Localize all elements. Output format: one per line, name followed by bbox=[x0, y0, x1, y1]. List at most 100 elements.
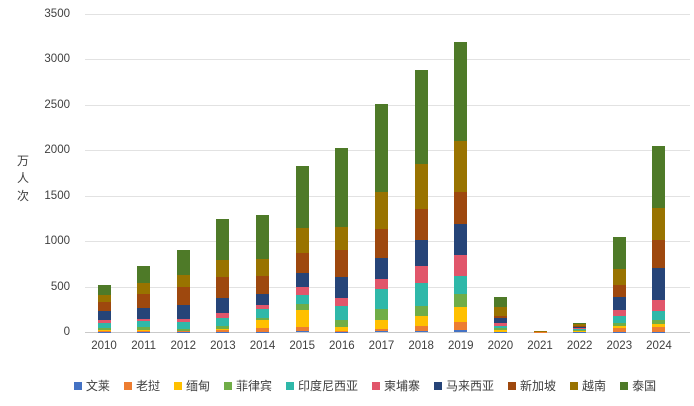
legend-label: 老挝 bbox=[135, 379, 160, 393]
bar-segment bbox=[573, 328, 587, 330]
bar-segment bbox=[295, 273, 309, 287]
bar-segment bbox=[612, 237, 626, 269]
bar-segment bbox=[256, 276, 270, 294]
legend-swatch-icon bbox=[570, 381, 579, 390]
bar-segment bbox=[176, 328, 190, 331]
bar-2011 bbox=[137, 266, 151, 332]
x-tick-label: 2019 bbox=[447, 340, 474, 352]
legend-swatch-icon bbox=[434, 381, 443, 390]
bar-segment bbox=[97, 294, 111, 303]
bar-segment bbox=[573, 330, 587, 332]
bar-segment bbox=[374, 279, 388, 290]
bar-segment bbox=[176, 322, 190, 329]
bar-segment bbox=[97, 330, 111, 332]
bar-segment bbox=[454, 329, 468, 332]
bar-segment bbox=[295, 165, 309, 229]
y-tick-label: 0 bbox=[63, 326, 70, 338]
bar-segment bbox=[454, 321, 468, 330]
x-tick-label: 2017 bbox=[368, 340, 395, 352]
bar-segment bbox=[295, 294, 309, 305]
bar-segment bbox=[97, 330, 111, 331]
legend-item: 缅甸 bbox=[173, 377, 210, 394]
bar-segment bbox=[414, 208, 428, 240]
bar-segment bbox=[612, 323, 626, 326]
bar-2015 bbox=[295, 165, 309, 332]
bar-segment bbox=[573, 329, 587, 331]
gridline bbox=[85, 59, 690, 61]
bar-segment bbox=[573, 322, 587, 325]
bar-segment bbox=[374, 191, 388, 230]
bar-segment bbox=[176, 330, 190, 332]
bar-segment bbox=[256, 308, 270, 318]
x-tick-label: 2011 bbox=[131, 340, 156, 352]
bar-segment bbox=[176, 275, 190, 287]
bar-segment bbox=[97, 285, 111, 295]
bar-segment bbox=[216, 219, 230, 260]
legend-item: 马来西亚 bbox=[434, 377, 494, 394]
legend-label: 文莱 bbox=[85, 379, 110, 393]
bar-segment bbox=[652, 324, 666, 327]
bar-segment bbox=[256, 327, 270, 332]
bar-segment bbox=[335, 330, 349, 332]
bar-segment bbox=[295, 253, 309, 273]
bar-2012 bbox=[176, 249, 190, 332]
y-axis-title: 万人次 bbox=[16, 154, 29, 203]
bar-2014 bbox=[256, 215, 270, 332]
x-tick-label: 2024 bbox=[646, 340, 672, 352]
legend-item: 泰国 bbox=[620, 377, 656, 394]
bar-segment bbox=[137, 318, 151, 322]
bar-2021 bbox=[533, 331, 547, 332]
bar-segment bbox=[256, 215, 270, 260]
bar-segment bbox=[216, 259, 230, 278]
legend-label: 柬埔寨 bbox=[384, 379, 421, 393]
bar-segment bbox=[612, 309, 626, 317]
bar-2023 bbox=[612, 237, 626, 332]
legend-swatch-icon bbox=[223, 381, 232, 390]
bar-segment bbox=[493, 327, 507, 330]
bar-segment bbox=[137, 330, 151, 332]
y-tick-label: 3000 bbox=[44, 53, 70, 66]
bar-segment bbox=[652, 320, 666, 325]
bar-segment bbox=[612, 325, 626, 329]
x-tick-label: 2018 bbox=[408, 340, 434, 352]
bar-segment bbox=[295, 326, 309, 332]
bar-segment bbox=[295, 331, 309, 332]
bar-segment bbox=[137, 307, 151, 319]
bar-segment bbox=[414, 305, 428, 316]
bar-segment bbox=[454, 223, 468, 256]
legend-item: 越南 bbox=[570, 377, 606, 394]
legend-item: 老挝 bbox=[123, 377, 160, 394]
legend-item: 文莱 bbox=[73, 377, 110, 394]
bar-segment bbox=[295, 228, 309, 254]
bar-segment bbox=[612, 316, 626, 324]
bar-2018 bbox=[414, 70, 428, 332]
bar-segment bbox=[137, 293, 151, 308]
bar-segment bbox=[573, 324, 587, 326]
x-tick-label: 2012 bbox=[170, 340, 197, 352]
bar-segment bbox=[295, 286, 309, 295]
bar-segment bbox=[414, 266, 428, 283]
y-tick-label: 2500 bbox=[44, 98, 70, 111]
bar-segment bbox=[454, 293, 468, 308]
bar-segment bbox=[612, 296, 626, 310]
bar-2019 bbox=[454, 42, 468, 332]
bar-segment bbox=[493, 329, 507, 332]
bar-segment bbox=[374, 258, 388, 280]
legend-label: 菲律宾 bbox=[235, 379, 272, 393]
bar-segment bbox=[176, 249, 190, 276]
bar-segment bbox=[612, 328, 626, 332]
bar-segment bbox=[612, 268, 626, 285]
bar-segment bbox=[256, 259, 270, 277]
legend-label: 缅甸 bbox=[185, 379, 210, 393]
bar-segment bbox=[374, 229, 388, 259]
bar-segment bbox=[97, 327, 111, 331]
bar-segment bbox=[216, 313, 230, 319]
bar-segment bbox=[414, 330, 428, 332]
legend-item: 新加坡 bbox=[508, 377, 556, 394]
bar-segment bbox=[652, 310, 666, 321]
bar-2022 bbox=[573, 322, 587, 332]
y-tick-label: 500 bbox=[50, 280, 70, 293]
bar-segment bbox=[97, 311, 111, 321]
bar-segment bbox=[454, 42, 468, 141]
